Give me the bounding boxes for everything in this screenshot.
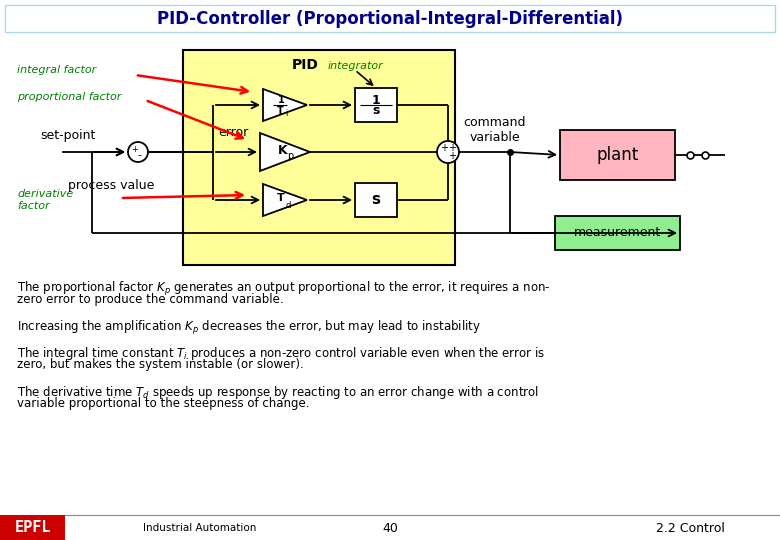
Text: 1: 1 <box>371 93 381 106</box>
Text: s: s <box>371 192 381 207</box>
FancyBboxPatch shape <box>0 515 65 540</box>
Text: Increasing the amplification $K_p$ decreases the error, but may lead to instabil: Increasing the amplification $K_p$ decre… <box>17 319 480 337</box>
Text: set-point: set-point <box>41 129 96 141</box>
Polygon shape <box>263 89 307 121</box>
Text: +: + <box>448 151 456 161</box>
Text: The proportional factor $K_p$ generates an output proportional to the error, it : The proportional factor $K_p$ generates … <box>17 280 551 298</box>
Text: The integral time constant $T_i$ produces a non-zero control variable even when : The integral time constant $T_i$ produce… <box>17 345 545 362</box>
Text: integral factor: integral factor <box>17 65 96 75</box>
Polygon shape <box>263 184 307 216</box>
FancyBboxPatch shape <box>355 88 397 122</box>
Text: T: T <box>277 106 283 116</box>
Text: EPFL: EPFL <box>15 521 51 536</box>
Text: process value: process value <box>68 179 154 192</box>
Text: derivative
factor: derivative factor <box>17 189 73 211</box>
Text: proportional factor: proportional factor <box>17 92 122 102</box>
Text: +: + <box>132 145 138 153</box>
Text: zero error to produce the command variable.: zero error to produce the command variab… <box>17 293 284 306</box>
FancyBboxPatch shape <box>355 183 397 217</box>
FancyBboxPatch shape <box>183 50 455 265</box>
FancyBboxPatch shape <box>560 130 675 180</box>
Text: T: T <box>277 193 285 203</box>
Text: integrator: integrator <box>327 61 383 71</box>
Circle shape <box>128 142 148 162</box>
Text: error: error <box>218 125 248 138</box>
Text: i: i <box>285 109 287 118</box>
Text: 2.2 Control: 2.2 Control <box>655 522 725 535</box>
Text: p: p <box>287 151 293 161</box>
FancyBboxPatch shape <box>555 216 680 250</box>
Text: The derivative time $T_d$ speeds up response by reacting to an error change with: The derivative time $T_d$ speeds up resp… <box>17 384 539 401</box>
Text: plant: plant <box>597 146 639 164</box>
Text: s: s <box>372 105 380 118</box>
Text: +: + <box>448 143 456 153</box>
Text: zero, but makes the system instable (or slower).: zero, but makes the system instable (or … <box>17 358 303 371</box>
Text: command
variable: command variable <box>464 116 526 144</box>
Text: measurement: measurement <box>574 226 661 240</box>
Text: d: d <box>285 200 291 210</box>
Text: PID: PID <box>292 58 318 72</box>
Text: Industrial Automation: Industrial Automation <box>144 523 257 533</box>
Text: 40: 40 <box>382 522 398 535</box>
Text: -: - <box>137 150 141 160</box>
Text: +: + <box>440 143 448 153</box>
FancyBboxPatch shape <box>5 5 775 32</box>
Polygon shape <box>260 133 310 171</box>
Text: K: K <box>278 144 288 157</box>
Circle shape <box>437 141 459 163</box>
Text: PID-Controller (Proportional-Integral-Differential): PID-Controller (Proportional-Integral-Di… <box>157 10 623 28</box>
Text: 1: 1 <box>278 95 285 105</box>
Text: variable proportional to the steepness of change.: variable proportional to the steepness o… <box>17 397 310 410</box>
